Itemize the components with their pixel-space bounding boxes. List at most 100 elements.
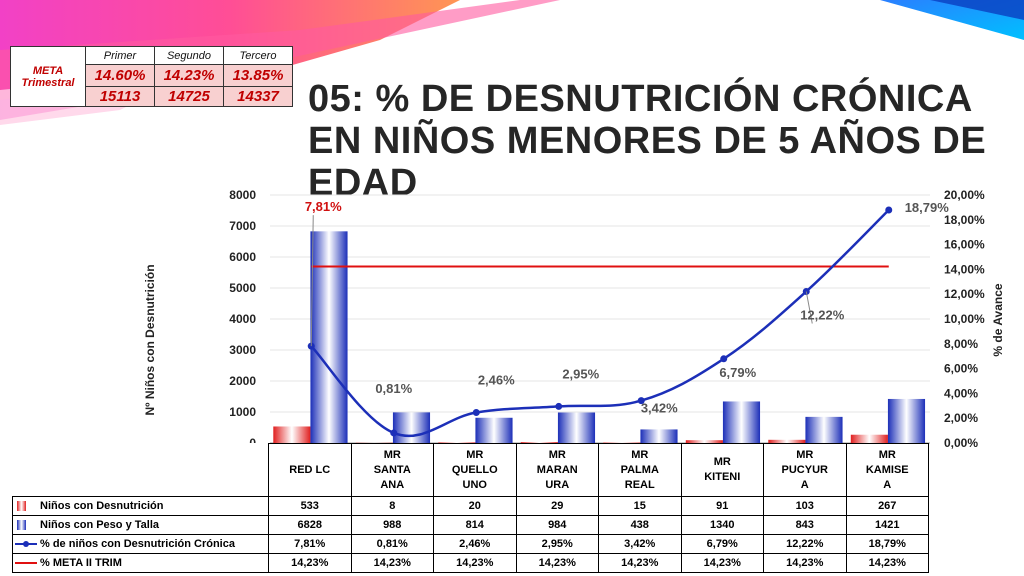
table-cell: 103: [763, 496, 847, 516]
table-cell: 14,23%: [598, 553, 682, 573]
bar-ninos-desnutricion: [850, 434, 888, 443]
pct-point: [637, 397, 645, 405]
table-cell: 984: [515, 515, 599, 535]
y2-tick-label: 10,00%: [944, 312, 985, 326]
y2-tick-label: 20,00%: [944, 188, 985, 202]
pct-data-label: 0,81%: [375, 381, 412, 396]
table-cell: 1421: [845, 515, 929, 535]
table-cell: 267: [845, 496, 929, 516]
meta-header-segundo: Segundo: [154, 46, 224, 65]
table-cell: 6828: [268, 515, 352, 535]
category-label: MR KAMISE A: [845, 443, 929, 497]
meta-header-primer: Primer: [85, 46, 155, 65]
y2-tick-label: 0,00%: [944, 436, 978, 450]
table-cell: 0,81%: [350, 534, 434, 554]
legend-series-name: Niños con Peso y Talla: [40, 519, 159, 531]
table-cell: 12,22%: [763, 534, 847, 554]
legend-series-label: % de niños con Desnutrición Crónica: [12, 534, 269, 554]
y2-tick-label: 12,00%: [944, 287, 985, 301]
meta-pct-segundo: 14.23%: [154, 64, 224, 87]
category-label: MR QUELLO UNO: [433, 443, 517, 497]
bar-ninos-peso-talla: [640, 429, 678, 443]
pct-point: [720, 355, 728, 363]
bar-ninos-desnutricion: [768, 439, 806, 443]
legend-series-name: % de niños con Desnutrición Crónica: [40, 538, 235, 550]
meta-trimestral-table: META Trimestral Primer Segundo Tercero 1…: [10, 46, 293, 107]
meta-pct-primer: 14.60%: [85, 64, 155, 87]
pct-data-label: 7,81%: [305, 199, 342, 214]
bar-ninos-desnutricion: [273, 426, 311, 443]
table-cell: 15: [598, 496, 682, 516]
y2-tick-label: 18,00%: [944, 213, 985, 227]
y-tick-label: 1000: [229, 405, 256, 419]
table-cell: 29: [515, 496, 599, 516]
y2-tick-label: 4,00%: [944, 386, 978, 400]
bar-ninos-peso-talla: [557, 412, 596, 443]
table-cell: 14,23%: [515, 553, 599, 573]
y-tick-label: 8000: [229, 188, 256, 202]
category-label: MR PALMA REAL: [598, 443, 682, 497]
slide-title: 05: % DE DESNUTRICIÓN CRÓNICA EN NIÑOS M…: [308, 78, 987, 204]
legend-series-label: Niños con Desnutrición: [12, 496, 269, 516]
category-label: MR MARAN URA: [515, 443, 599, 497]
table-cell: 20: [433, 496, 517, 516]
legend-series-name: % META II TRIM: [40, 557, 122, 569]
chart-data-table: RED LC MR SANTA ANA MR QUELLO UNO MR MARAN …: [12, 443, 929, 573]
table-cell: 2,46%: [433, 534, 517, 554]
bar-ninos-peso-talla: [805, 416, 843, 443]
table-cell: 814: [433, 515, 517, 535]
table-cell: 14,23%: [680, 553, 764, 573]
legend-series-label: % META II TRIM: [12, 553, 269, 573]
y-tick-label: 5000: [229, 281, 256, 295]
table-cell: 6,79%: [680, 534, 764, 554]
table-cell: 14,23%: [350, 553, 434, 573]
meta-header-tercero: Tercero: [223, 46, 293, 65]
table-cell: 2,95%: [515, 534, 599, 554]
y-tick-label: 6000: [229, 250, 256, 264]
pct-line: [310, 209, 890, 438]
table-corner: [13, 444, 269, 497]
meta-count-segundo: 14725: [154, 86, 224, 107]
table-cell: 438: [598, 515, 682, 535]
bar-ninos-peso-talla: [722, 401, 761, 443]
pct-data-label: 2,46%: [478, 372, 515, 387]
y2-tick-label: 8,00%: [944, 337, 978, 351]
legend-series-label: Niños con Peso y Talla: [12, 515, 269, 535]
table-cell: 18,79%: [845, 534, 929, 554]
table-cell: 3,42%: [598, 534, 682, 554]
table-cell: 14,23%: [268, 553, 352, 573]
table-cell: 988: [350, 515, 434, 535]
pct-data-label: 6,79%: [719, 365, 756, 380]
bar-ninos-desnutricion: [685, 440, 723, 443]
y-tick-label: 3000: [229, 343, 256, 357]
pct-data-label: 18,79%: [905, 200, 950, 215]
y-tick-label: 4000: [229, 312, 256, 326]
table-cell: 91: [680, 496, 764, 516]
data-label-leader: [805, 291, 813, 324]
category-label: MR KITENI: [680, 443, 764, 497]
pct-point: [472, 408, 480, 416]
table-cell: 843: [763, 515, 847, 535]
table-cell: 1340: [680, 515, 764, 535]
bar-ninos-peso-talla: [310, 231, 348, 443]
pct-data-label: 2,95%: [562, 366, 599, 381]
y2-tick-label: 16,00%: [944, 238, 985, 252]
y-tick-label: 2000: [229, 374, 256, 388]
y2-tick-label: 14,00%: [944, 262, 985, 276]
table-cell: 14,23%: [433, 553, 517, 573]
y2-tick-label: 2,00%: [944, 411, 978, 425]
data-label-leader: [310, 215, 314, 347]
pct-point: [555, 402, 563, 410]
pct-data-label: 12,22%: [800, 307, 845, 322]
table-cell: 7,81%: [268, 534, 352, 554]
table-cell: 533: [268, 496, 352, 516]
category-label: MR PUCYUR A: [763, 443, 847, 497]
pct-point: [885, 206, 893, 214]
meta-count-tercero: 14337: [223, 86, 293, 107]
table-cell: 14,23%: [763, 553, 847, 573]
y2-tick-label: 6,00%: [944, 362, 978, 376]
bar-ninos-peso-talla: [392, 412, 431, 443]
table-cell: 14,23%: [845, 553, 929, 573]
bar-ninos-peso-talla: [475, 417, 513, 443]
